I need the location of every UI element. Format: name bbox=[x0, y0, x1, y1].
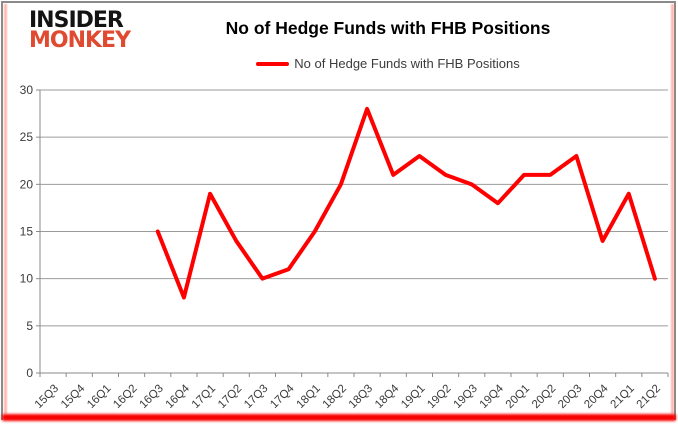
x-tick-label: 17Q4 bbox=[268, 382, 297, 411]
x-tick-label: 21Q2 bbox=[635, 383, 663, 411]
x-tick-label: 19Q2 bbox=[425, 383, 453, 411]
x-tick-label: 19Q4 bbox=[478, 382, 507, 411]
bottom-red-bar bbox=[2, 414, 676, 421]
y-tick-label: 10 bbox=[20, 272, 34, 286]
x-tick-label: 19Q1 bbox=[399, 383, 427, 411]
x-tick-label: 20Q3 bbox=[556, 383, 584, 411]
y-tick-label: 5 bbox=[26, 319, 33, 333]
x-tick-label: 20Q2 bbox=[530, 383, 558, 411]
x-tick-label: 18Q2 bbox=[321, 383, 349, 411]
x-tick-label: 20Q1 bbox=[504, 383, 532, 411]
x-tick-label: 17Q1 bbox=[190, 383, 218, 411]
data-line bbox=[155, 106, 657, 300]
x-tick-label: 18Q1 bbox=[294, 383, 322, 411]
x-tick-label: 17Q2 bbox=[216, 383, 244, 411]
y-tick-label: 0 bbox=[26, 366, 33, 380]
x-tick-label: 16Q4 bbox=[164, 382, 193, 411]
chart-legend: No of Hedge Funds with FHB Positions bbox=[106, 56, 670, 71]
insider-monkey-logo: INSIDER MONKEY bbox=[29, 8, 131, 54]
y-tick-label: 30 bbox=[20, 83, 34, 97]
x-tick-label: 16Q3 bbox=[137, 383, 165, 411]
x-tick-label: 15Q4 bbox=[59, 382, 88, 411]
y-tick-label: 15 bbox=[20, 225, 34, 239]
x-tick-label: 20Q4 bbox=[582, 382, 611, 411]
y-tick-label: 25 bbox=[20, 130, 34, 144]
x-tick-label: 17Q3 bbox=[242, 383, 270, 411]
legend-line-swatch bbox=[256, 61, 290, 66]
y-tick-label: 20 bbox=[20, 177, 34, 191]
x-tick-label: 18Q4 bbox=[373, 382, 402, 411]
legend-label: No of Hedge Funds with FHB Positions bbox=[294, 56, 520, 71]
x-tick-label: 21Q1 bbox=[608, 383, 636, 411]
x-tick-label: 18Q3 bbox=[347, 383, 375, 411]
logo-line1: INSIDER bbox=[29, 8, 124, 33]
x-tick-label: 16Q1 bbox=[85, 383, 113, 411]
logo-line2: MONKEY bbox=[29, 28, 131, 54]
x-tick-label: 15Q3 bbox=[33, 383, 61, 411]
x-tick-label: 16Q2 bbox=[111, 383, 139, 411]
x-tick-label: 19Q3 bbox=[451, 383, 479, 411]
chart-title: No of Hedge Funds with FHB Positions bbox=[225, 18, 551, 38]
